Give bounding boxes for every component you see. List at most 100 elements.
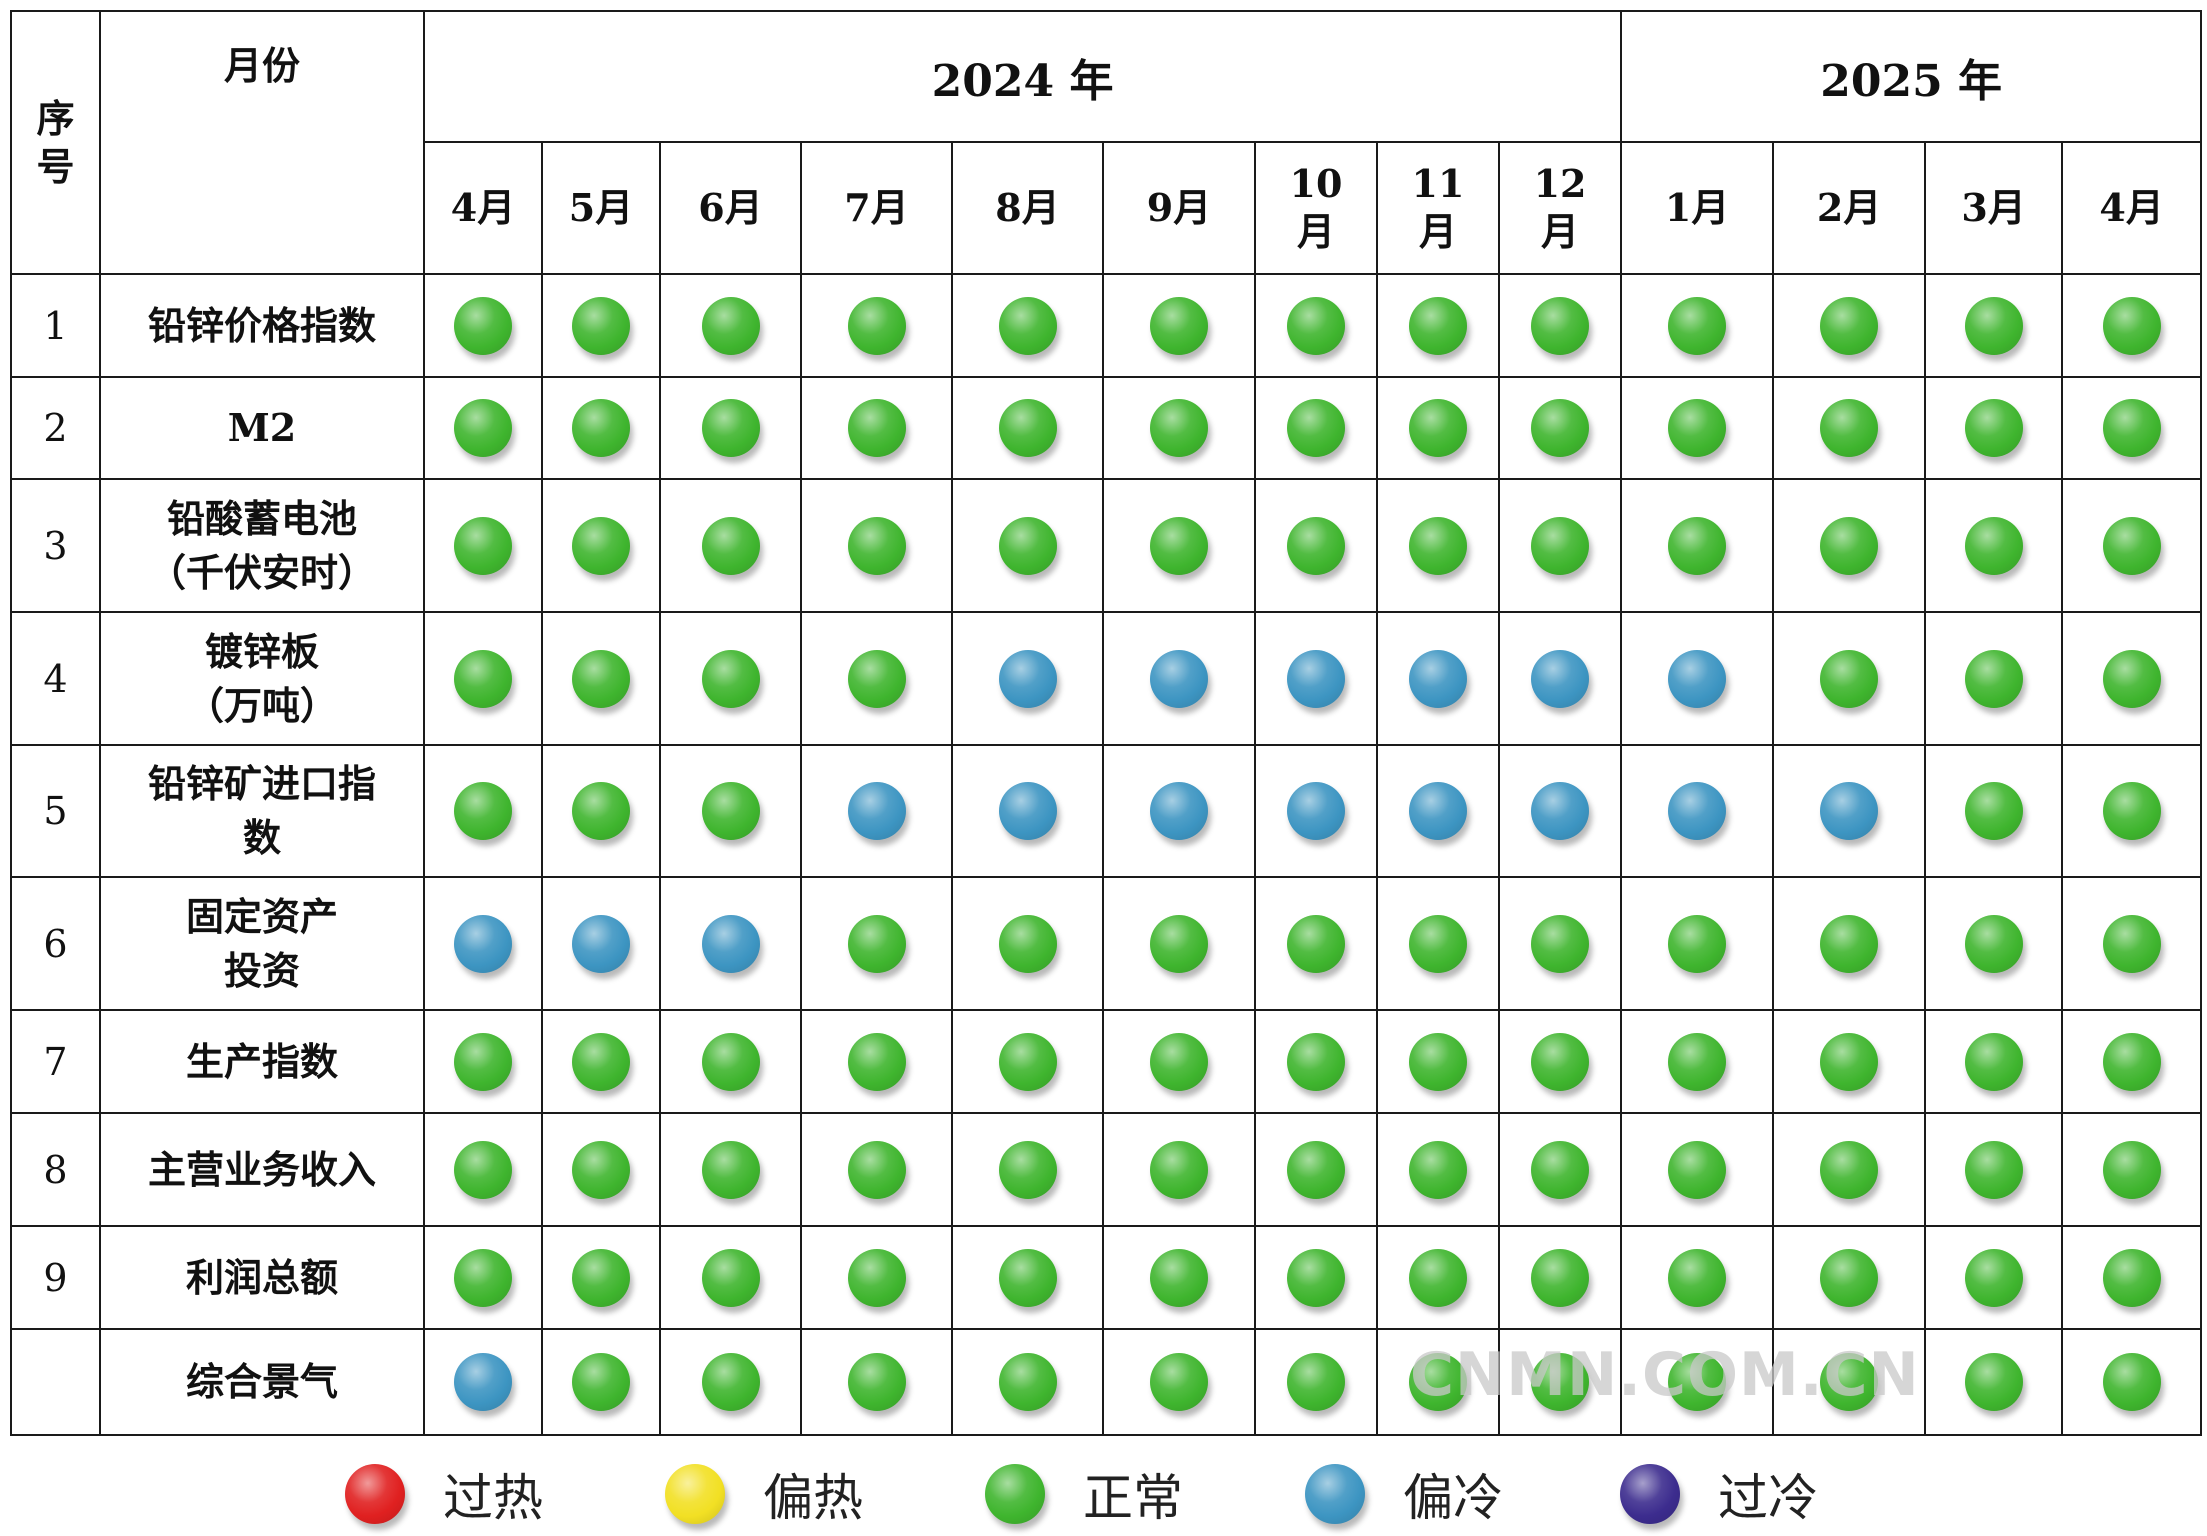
- status-cell: [951, 376, 1104, 480]
- status-cell: [541, 744, 661, 878]
- status-cell: [1102, 876, 1256, 1011]
- status-cell: [1620, 273, 1775, 378]
- status-dot: [1531, 782, 1590, 840]
- status-dot: [847, 1248, 906, 1307]
- status-dot: [1409, 1248, 1467, 1307]
- legend-label: 过冷: [1718, 1469, 1818, 1527]
- legend-item: 过热: [345, 1462, 543, 1527]
- status-dot: [1668, 649, 1727, 708]
- status-dot: [1150, 782, 1208, 840]
- status-cell: [800, 273, 953, 378]
- status-cell: [1254, 611, 1378, 746]
- status-cell: [1772, 273, 1927, 378]
- status-cell: [659, 611, 802, 746]
- month-label: 3月: [1961, 185, 2026, 230]
- month-label: 12月: [1533, 161, 1587, 254]
- status-cell: [800, 1328, 953, 1436]
- status-cell: [1102, 611, 1256, 746]
- table-row: 2 M2: [10, 376, 2203, 480]
- status-cell: [541, 376, 661, 480]
- status-cell: [1620, 1112, 1775, 1227]
- status-cell: [659, 1225, 802, 1330]
- status-cell: [1254, 1112, 1378, 1227]
- row-seq: 6: [10, 876, 101, 1011]
- status-cell: [659, 273, 802, 378]
- status-dot: [1150, 516, 1208, 575]
- month-header-cell: 6月: [659, 141, 802, 275]
- status-cell: [951, 1328, 1104, 1436]
- status-dot: [1820, 1032, 1879, 1091]
- legend-item: 过冷: [1620, 1462, 1818, 1527]
- status-dot: [1531, 296, 1590, 355]
- status-dot: [2102, 1353, 2161, 1411]
- status-cell: [1772, 744, 1927, 878]
- row-name: 镀锌板 （万吨）: [99, 611, 425, 746]
- status-dot: [454, 782, 512, 840]
- status-dot: [701, 296, 760, 355]
- status-dot: [454, 399, 512, 457]
- status-dot: [2102, 914, 2161, 973]
- status-dot: [1287, 782, 1345, 840]
- status-cell: [423, 376, 543, 480]
- status-cell: [1772, 1328, 1927, 1436]
- status-dot: [454, 1353, 512, 1411]
- status-dot: [1668, 782, 1727, 840]
- month-label: 10月: [1289, 161, 1343, 254]
- table-body: 1 铅锌价格指数 2 M2 3 铅酸蓄电池 （千伏安时） 4 镀锌板 （万吨） 5 铅锌矿进口指 …: [10, 273, 2203, 1436]
- row-seq: [10, 1328, 101, 1436]
- status-cell: [1254, 876, 1378, 1011]
- legend-label: 偏热: [763, 1469, 863, 1527]
- status-dot: [998, 649, 1057, 708]
- status-cell: [423, 478, 543, 613]
- status-cell: [1376, 376, 1500, 480]
- status-cell: [1497, 1112, 1623, 1227]
- status-cell: [541, 1112, 661, 1227]
- status-dot: [1668, 914, 1727, 973]
- status-dot: [998, 782, 1057, 840]
- status-dot: [701, 782, 760, 840]
- status-cell: [1924, 1112, 2064, 1227]
- status-cell: [1102, 1112, 1256, 1227]
- status-dot: [1409, 1032, 1467, 1091]
- legend-item: 偏热: [665, 1462, 863, 1527]
- status-dot: [1668, 1353, 1727, 1411]
- status-dot: [1668, 516, 1727, 575]
- status-dot: [1820, 649, 1879, 708]
- status-cell: [1924, 611, 2064, 746]
- status-dot: [454, 516, 512, 575]
- row-name: 固定资产 投资: [99, 876, 425, 1011]
- table-row: 5 铅锌矿进口指 数: [10, 744, 2203, 878]
- status-dot: [1820, 1140, 1879, 1199]
- status-dot: [2102, 1140, 2161, 1199]
- status-cell: [1924, 273, 2064, 378]
- status-cell: [541, 1328, 661, 1436]
- status-dot: [1531, 1032, 1590, 1091]
- status-cell: [1772, 1225, 1927, 1330]
- status-dot: [1668, 296, 1727, 355]
- status-cell: [659, 876, 802, 1011]
- status-dot: [2102, 399, 2161, 457]
- month-label: 9月: [1146, 185, 1212, 230]
- row-name: 铅酸蓄电池 （千伏安时）: [99, 478, 425, 613]
- status-dot: [2102, 782, 2161, 840]
- status-cell: [2061, 744, 2203, 878]
- status-cell: [1497, 376, 1623, 480]
- status-cell: [800, 611, 953, 746]
- status-cell: [951, 478, 1104, 613]
- row-name: 生产指数: [99, 1009, 425, 1114]
- month-header-cell: 9月: [1102, 141, 1256, 275]
- month-header-cell: 8月: [951, 141, 1104, 275]
- status-cell: [1497, 478, 1623, 613]
- status-cell: [1254, 376, 1378, 480]
- year-header-2024: 2024 年: [422, 10, 1623, 143]
- status-dot: [1150, 1032, 1208, 1091]
- month-header-label: 月份: [223, 43, 300, 88]
- status-dot: [1964, 1353, 2023, 1411]
- status-cell: [951, 1225, 1104, 1330]
- status-dot: [572, 1248, 630, 1307]
- status-dot: [701, 1248, 760, 1307]
- status-cell: [1102, 1009, 1256, 1114]
- status-cell: [1620, 876, 1775, 1011]
- status-dot: [1820, 296, 1879, 355]
- status-dot: [998, 516, 1057, 575]
